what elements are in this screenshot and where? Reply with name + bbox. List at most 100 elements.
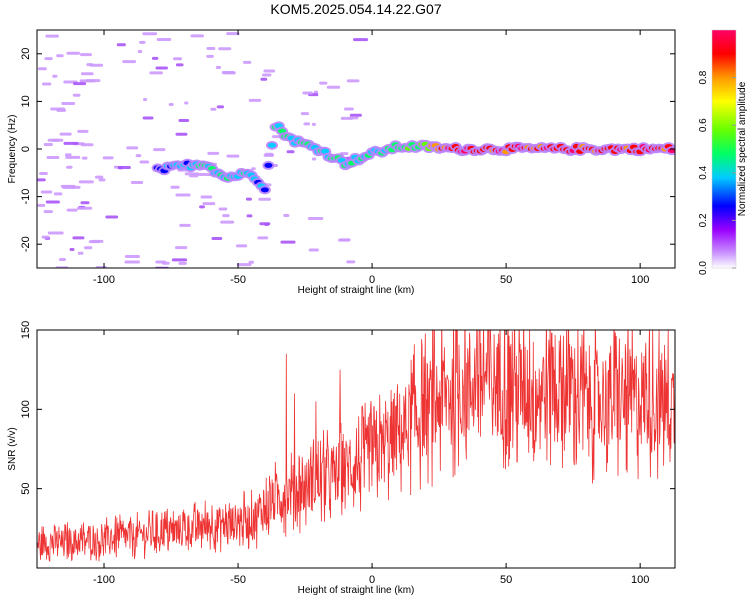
noise-speck xyxy=(58,258,66,262)
noise-speck xyxy=(257,236,269,240)
noise-speck xyxy=(102,156,114,160)
figure-title: KOM5.2025.054.14.22.G07 xyxy=(270,1,441,17)
spectrogram-y-tick-label: 10 xyxy=(20,95,32,107)
noise-speck xyxy=(211,236,223,240)
noise-speck xyxy=(72,93,81,97)
noise-speck xyxy=(116,43,126,47)
noise-speck xyxy=(66,165,73,169)
spectrogram-y-label: Frequency (Hz) xyxy=(7,115,18,184)
noise-speck xyxy=(63,141,79,145)
noise-speck xyxy=(64,153,72,157)
noise-speck xyxy=(98,178,106,182)
noise-speck xyxy=(135,154,142,158)
noise-speck xyxy=(73,82,87,86)
noise-speck xyxy=(251,167,256,171)
noise-speck xyxy=(235,244,248,248)
noise-speck xyxy=(149,71,163,75)
noise-speck xyxy=(216,105,224,109)
noise-speck xyxy=(66,51,81,55)
noise-speck xyxy=(178,261,187,265)
spectrogram-y-tick-label: 0 xyxy=(20,146,32,152)
noise-speck xyxy=(198,173,212,177)
snr-y-tick-label: 50 xyxy=(20,483,32,495)
noise-speck xyxy=(72,236,85,240)
noise-speck xyxy=(311,157,317,161)
noise-speck xyxy=(348,116,359,120)
noise-speck xyxy=(43,210,53,214)
noise-speck xyxy=(80,72,94,76)
noise-speck xyxy=(349,113,362,117)
snr-x-label: Height of straight line (km) xyxy=(298,585,415,596)
noise-speck xyxy=(37,178,46,182)
noise-speck xyxy=(40,190,53,194)
noise-speck xyxy=(156,37,172,41)
noise-speck xyxy=(344,107,354,111)
snr-x-tick-label: -50 xyxy=(230,574,246,586)
noise-speck xyxy=(124,260,140,264)
noise-speck xyxy=(260,77,268,81)
noise-speck xyxy=(245,197,252,201)
noise-speck xyxy=(77,129,89,133)
noise-speck xyxy=(153,148,166,152)
noise-speck xyxy=(78,180,94,184)
colorbar-label: Normalized spectral amplitude xyxy=(737,81,748,216)
noise-speck xyxy=(263,69,276,73)
spectrogram-x-tick-label: 0 xyxy=(369,274,375,286)
noise-speck xyxy=(264,223,270,227)
noise-speck xyxy=(142,32,158,36)
colorbar-tick-label: 0.8 xyxy=(698,70,709,84)
ridge-core xyxy=(321,148,330,154)
noise-speck xyxy=(155,66,168,70)
noise-speck xyxy=(59,132,72,136)
noise-speck xyxy=(264,152,274,156)
colorbar-axes: 0.0 0.2 0.4 0.6 0.8 xyxy=(698,29,737,275)
noise-speck xyxy=(37,67,47,71)
noise-speck xyxy=(53,192,63,196)
noise-speck xyxy=(61,102,76,106)
spectrogram-x-label: Height of straight line (km) xyxy=(298,285,415,296)
noise-speck xyxy=(280,240,296,244)
colorbar-tick-label: 0.6 xyxy=(698,118,709,132)
noise-speck xyxy=(248,260,255,264)
noise-speck xyxy=(151,56,159,60)
colorbar-frame xyxy=(711,29,737,269)
noise-speck xyxy=(83,246,93,250)
noise-speck xyxy=(62,185,75,189)
noise-speck xyxy=(175,246,188,250)
noise-speck xyxy=(311,122,316,126)
snr-y-tick-label: 100 xyxy=(20,400,32,418)
noise-speck xyxy=(215,66,222,70)
noise-speck xyxy=(206,46,216,50)
noise-speck xyxy=(226,154,240,158)
noise-speck xyxy=(303,122,311,126)
spectrogram-y-tick-label: -10 xyxy=(20,189,32,205)
spectrogram-y-tick-label: -20 xyxy=(20,236,32,252)
noise-speck xyxy=(45,34,60,38)
noise-speck xyxy=(220,220,235,224)
noise-speck xyxy=(139,40,146,44)
noise-speck xyxy=(207,151,220,155)
snr-axes: -100 -50 0 50 100 50 100 150 xyxy=(20,321,675,586)
noise-speck xyxy=(261,73,272,77)
noise-speck xyxy=(46,156,60,160)
noise-speck xyxy=(206,54,214,58)
noise-speck xyxy=(175,132,188,136)
noise-speck xyxy=(346,260,356,264)
snr-x-tick-label: 0 xyxy=(369,574,375,586)
ridge-core xyxy=(264,162,273,168)
noise-speck xyxy=(43,143,53,147)
noise-speck xyxy=(346,79,360,83)
noise-speck xyxy=(52,74,58,78)
noise-speck xyxy=(142,116,154,120)
noise-speck xyxy=(56,54,64,58)
noise-speck xyxy=(199,205,205,209)
spectrogram-x-tick-label: -50 xyxy=(230,274,246,286)
noise-speck xyxy=(105,215,119,219)
noise-speck xyxy=(258,197,271,201)
noise-speck xyxy=(286,150,295,154)
noise-speck xyxy=(122,60,137,64)
noise-speck xyxy=(353,38,369,42)
noise-speck xyxy=(179,223,191,227)
noise-speck xyxy=(200,195,213,199)
